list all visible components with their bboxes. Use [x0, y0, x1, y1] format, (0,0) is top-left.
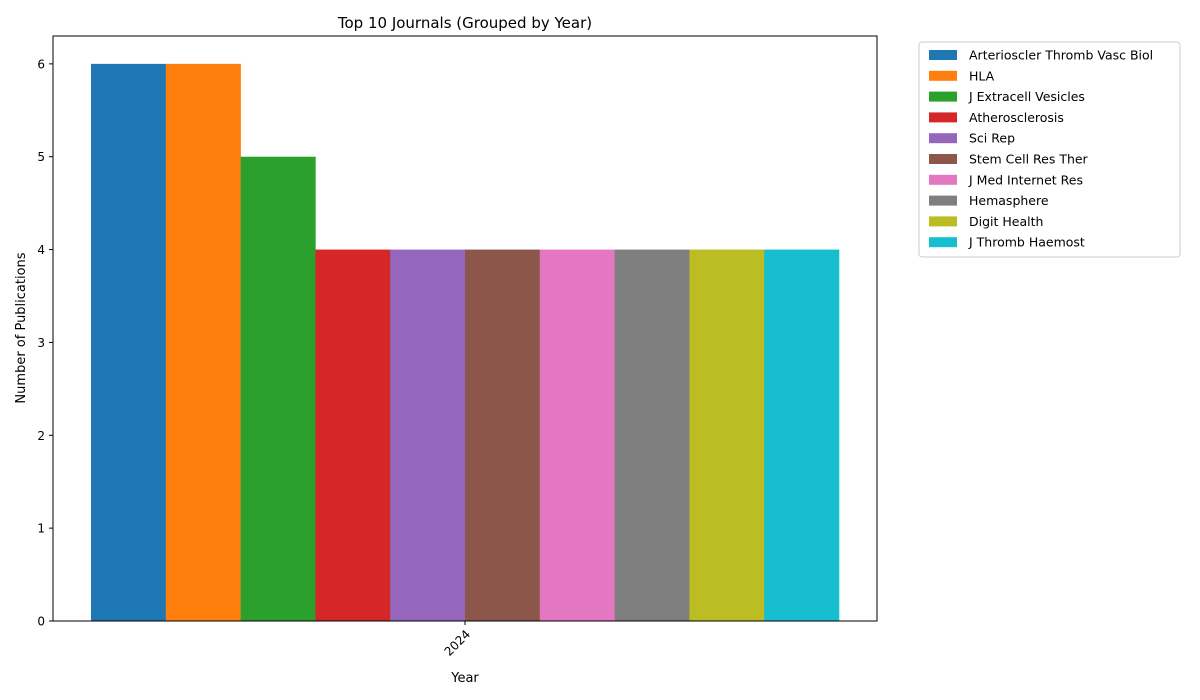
- legend-swatch: [929, 216, 957, 227]
- bar-7: [539, 249, 615, 622]
- bar-9: [689, 249, 765, 622]
- legend-swatch: [929, 237, 957, 248]
- y-tick-label: 5: [37, 150, 45, 164]
- y-tick-label: 4: [37, 243, 45, 257]
- legend-label: Sci Rep: [969, 131, 1015, 146]
- legend-label: J Med Internet Res: [968, 172, 1083, 187]
- legend-swatch: [929, 70, 957, 81]
- x-tick-label: 2024: [442, 627, 473, 658]
- y-axis-label: Number of Publications: [14, 252, 29, 403]
- bar-1: [91, 63, 167, 622]
- legend-label: Arterioscler Thromb Vasc Biol: [969, 48, 1153, 63]
- bar-2: [165, 63, 241, 622]
- legend-frame: [918, 41, 1181, 258]
- y-tick-label: 0: [37, 615, 45, 629]
- y-tick-label: 6: [37, 57, 45, 71]
- legend-swatch: [929, 112, 957, 123]
- bar-4: [315, 249, 391, 622]
- bars: [91, 63, 840, 622]
- x-axis-label: Year: [450, 671, 479, 686]
- legend-label: J Thromb Haemost: [968, 235, 1085, 250]
- y-tick-label: 3: [37, 336, 45, 350]
- bar-3: [240, 156, 316, 621]
- legend-swatch: [929, 174, 957, 185]
- bar-6: [465, 249, 541, 622]
- legend-label: J Extracell Vesicles: [968, 89, 1085, 104]
- y-axis: 0 1 2 3 4 5 6: [37, 57, 53, 629]
- bar-5: [390, 249, 466, 622]
- legend: Arterioscler Thromb Vasc Biol HLA J Extrac…: [918, 41, 1181, 258]
- chart-title: Top 10 Journals (Grouped by Year): [337, 14, 592, 32]
- bar-10: [764, 249, 840, 622]
- y-tick-label: 2: [37, 429, 45, 443]
- legend-swatch: [929, 195, 957, 206]
- legend-label: Digit Health: [969, 214, 1043, 229]
- legend-swatch: [929, 133, 957, 144]
- legend-swatch: [929, 91, 957, 102]
- legend-label: Hemasphere: [969, 193, 1049, 208]
- legend-swatch: [929, 50, 957, 60]
- legend-label: HLA: [969, 68, 995, 83]
- legend-label: Stem Cell Res Ther: [969, 152, 1089, 167]
- x-axis: 2024: [442, 621, 473, 659]
- legend-swatch: [929, 154, 957, 164]
- legend-label: Atherosclerosis: [969, 110, 1064, 125]
- bar-8: [614, 249, 690, 622]
- y-tick-label: 1: [37, 522, 45, 536]
